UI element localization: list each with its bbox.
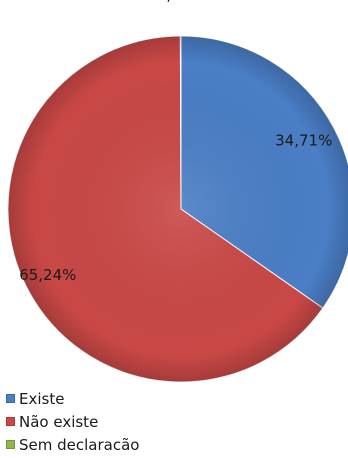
legend-label: Existe (19, 389, 65, 408)
legend-label: Não existe (19, 412, 99, 431)
legend-swatch-sem-declaracao (6, 440, 15, 449)
legend-item-existe: Existe (6, 387, 139, 410)
legend-swatch-existe (6, 394, 15, 403)
legend-item-nao-existe: Não existe (6, 410, 139, 433)
data-label-sem-declarac-o: 0,06% (157, 0, 205, 4)
data-label-n-o-existe: 65,24% (19, 266, 76, 284)
legend-swatch-nao-existe (6, 417, 15, 426)
pie-chart: 34,71% 65,24% 0,06% (7, 0, 348, 383)
pie-slice-sem-declarac-o (179, 35, 182, 210)
legend-item-sem-declaracao: Sem declaracão (6, 433, 139, 456)
legend-label: Sem declaracão (19, 435, 140, 454)
data-label-existe: 34,71% (275, 132, 332, 150)
legend: Existe Não existe Sem declaracão (6, 387, 139, 456)
